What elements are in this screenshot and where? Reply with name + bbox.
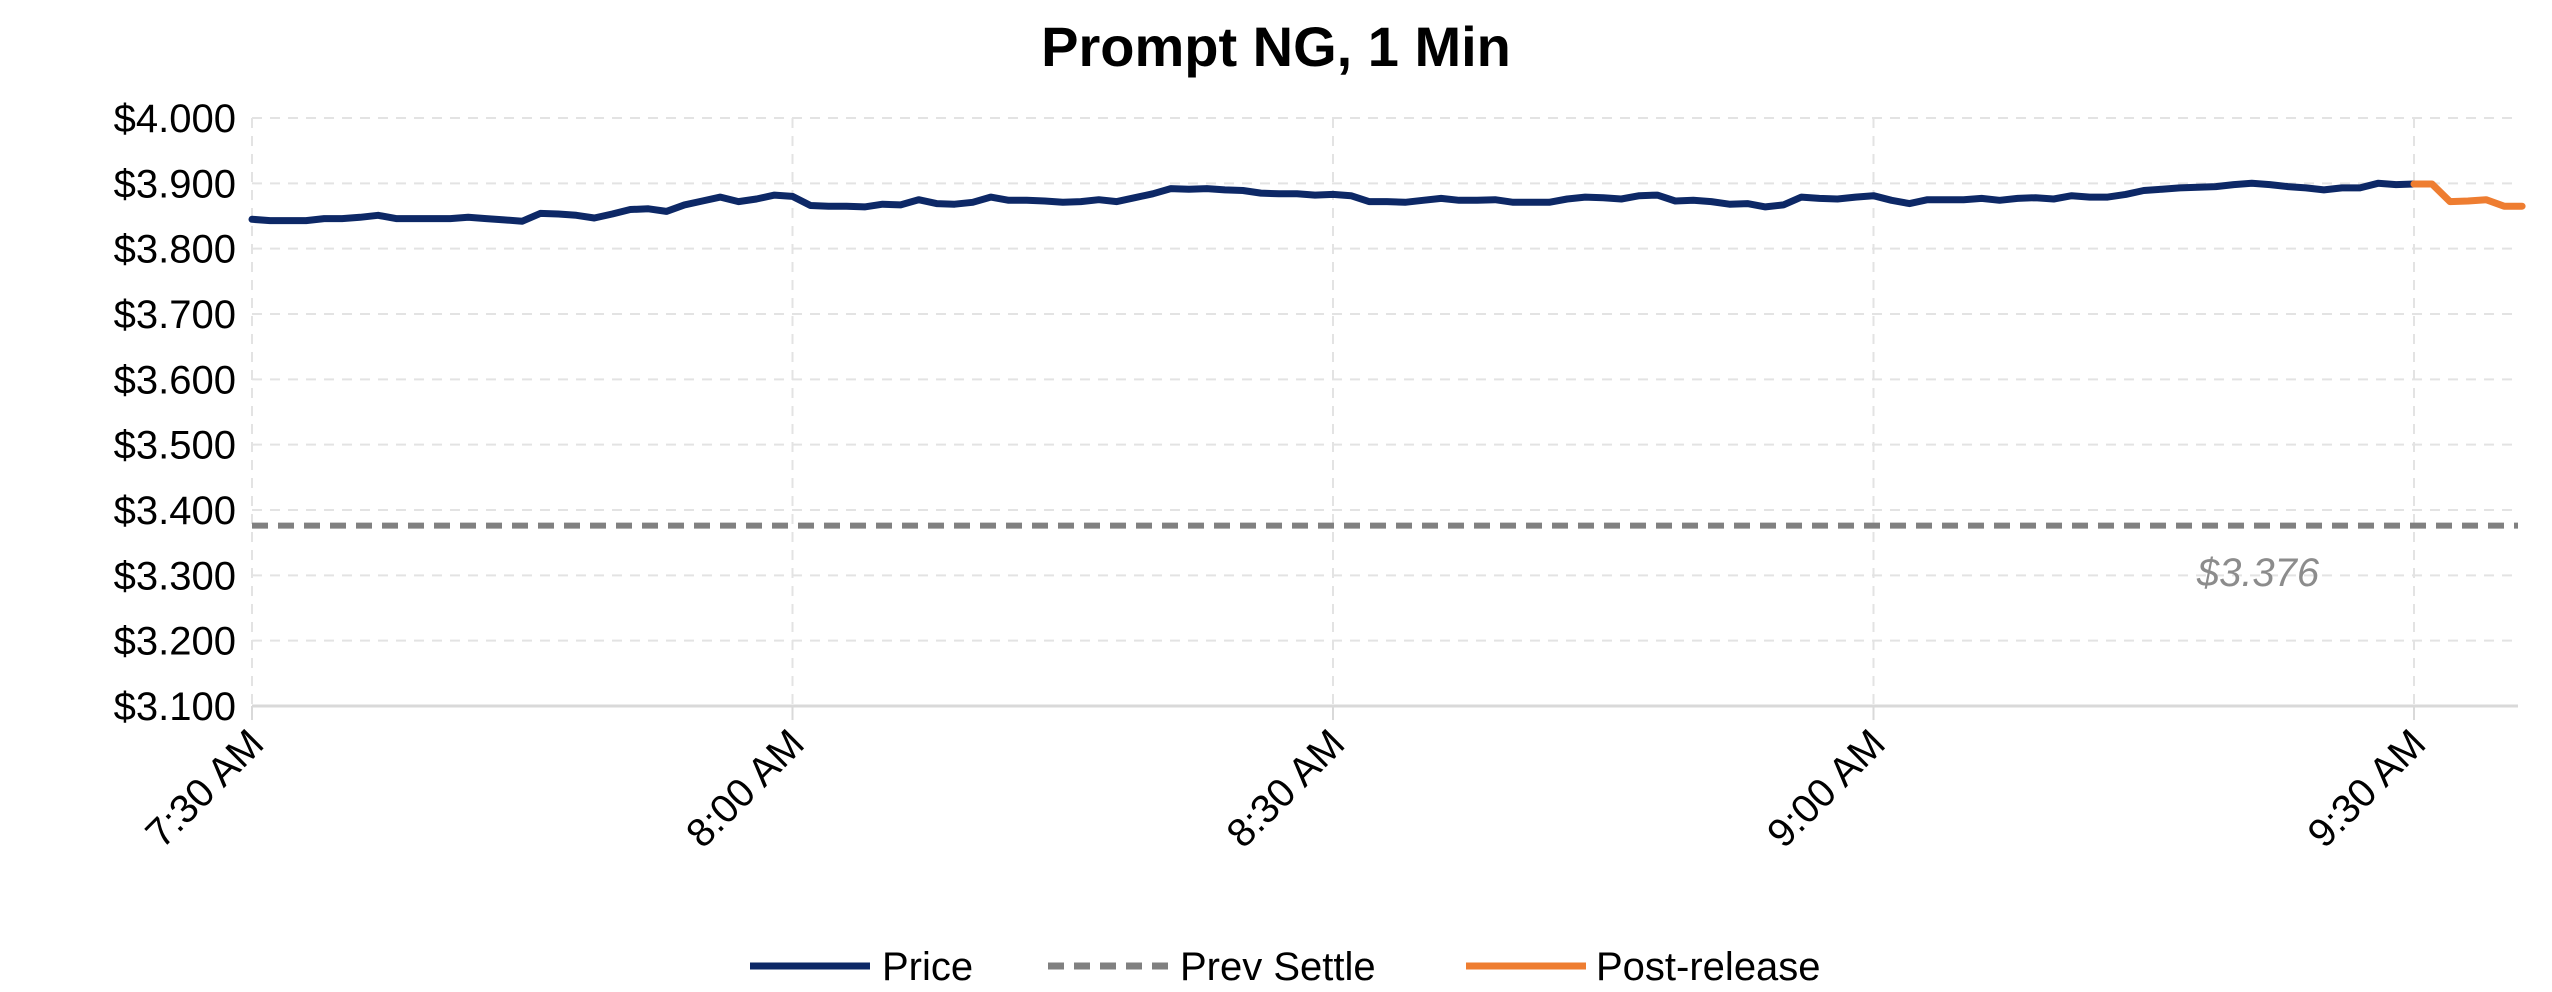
x-tick-label: 7:30 AM (137, 721, 272, 856)
prev-settle-value-label: $3.376 (2196, 551, 2320, 595)
y-tick-label: $3.800 (114, 228, 236, 272)
legend-price-label: Price (882, 945, 973, 989)
y-tick-label: $3.300 (114, 554, 236, 598)
legend: Price Prev Settle Post-release (750, 945, 1821, 989)
y-tick-label: $4.000 (114, 97, 236, 141)
y-tick-label: $3.400 (114, 489, 236, 533)
post-release-series-line (2410, 180, 2526, 210)
chart-title: Prompt NG, 1 Min (1041, 15, 1511, 78)
x-tick-label: 9:30 AM (2299, 721, 2434, 856)
y-tick-label: $3.200 (114, 620, 236, 664)
y-tick-label: $3.100 (114, 685, 236, 729)
price-series-line (248, 179, 2418, 225)
plot-area: $4.000 $3.900 $3.800 $3.700 $3.600 $3.500 $3.4… (114, 97, 2526, 856)
y-tick-label: $3.500 (114, 424, 236, 468)
y-tick-label: $3.700 (114, 293, 236, 337)
y-tick-label: $3.900 (114, 162, 236, 206)
x-tick-label: 9:00 AM (1759, 721, 1894, 856)
x-tick-label: 8:00 AM (678, 721, 813, 856)
x-tick-label: 8:30 AM (1218, 721, 1353, 856)
legend-post-release-label: Post-release (1596, 945, 1821, 989)
legend-prev-settle-label: Prev Settle (1180, 945, 1376, 989)
y-tick-label: $3.600 (114, 358, 236, 402)
